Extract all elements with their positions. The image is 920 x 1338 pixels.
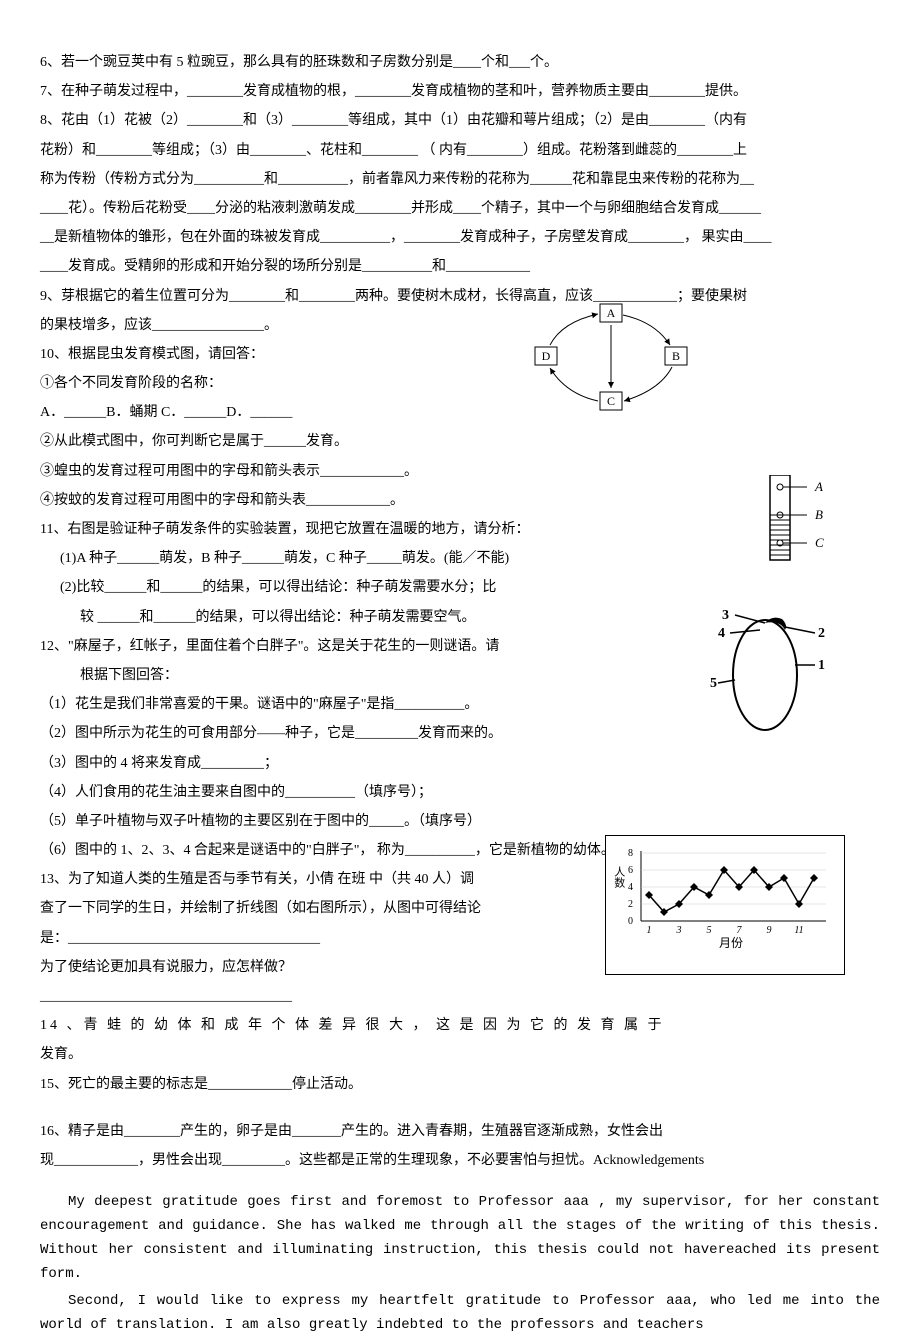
- q12-5: （5）单子叶植物与双子叶植物的主要区别在于图中的_____。（填序号）: [40, 809, 880, 834]
- q12-4: （4）人们食用的花生油主要来自图中的__________（填序号）；: [40, 780, 880, 805]
- svg-text:3: 3: [722, 608, 729, 623]
- svg-text:B: B: [672, 349, 680, 363]
- svg-text:8: 8: [628, 848, 633, 859]
- svg-text:C: C: [815, 535, 824, 550]
- svg-text:4: 4: [628, 882, 633, 893]
- svg-text:5: 5: [710, 676, 717, 691]
- svg-text:D: D: [542, 349, 551, 363]
- q16-l1: 16、精子是由________产生的，卵子是由_______产生的。进入青春期，…: [40, 1119, 880, 1144]
- q8-line6: ____发育成。受精卵的形成和开始分裂的场所分别是__________和____…: [40, 254, 880, 279]
- q8-line1: 8、花由（1）花被（2）________和（3）________等组成，其中（1…: [40, 108, 880, 133]
- peanut-seed-diagram: 2 1 3 4 5: [710, 605, 830, 745]
- q15: 15、死亡的最主要的标志是____________停止活动。: [40, 1072, 880, 1097]
- svg-text:C: C: [607, 394, 615, 408]
- svg-text:B: B: [815, 507, 823, 522]
- q10-4: ④按蚊的发育过程可用图中的字母和箭头表____________。: [40, 488, 880, 513]
- q14-l2: 发育。: [40, 1042, 880, 1067]
- q12-3: （3）图中的 4 将来发育成_________；: [40, 751, 880, 776]
- q14-l1: 14 、青 蛙 的 幼 体 和 成 年 个 体 差 异 很 大 ， 这 是 因 …: [40, 1013, 880, 1038]
- svg-text:月份: 月份: [719, 936, 743, 950]
- acknowledgements-p2: Second, I would like to express my heart…: [40, 1290, 880, 1338]
- svg-text:3: 3: [676, 925, 682, 936]
- birthday-line-chart: 人数 8 6 4 2 0 1 3 5 7: [605, 835, 845, 975]
- svg-text:2: 2: [628, 899, 633, 910]
- svg-text:7: 7: [737, 925, 743, 936]
- q9-line1: 9、芽根据它的着生位置可分为________和________两种。要使树木成材…: [40, 284, 880, 309]
- q8-line3: 称为传粉（传粉方式分为__________和__________，前者靠风力来传…: [40, 167, 880, 192]
- q11-2: (2)比较______和______的结果，可以得出结论：种子萌发需要水分；比: [40, 575, 880, 600]
- q9-line2: 的果枝增多，应该________________。: [40, 313, 880, 338]
- q6: 6、若一个豌豆荚中有 5 粒豌豆，那么具有的胚珠数和子房数分别是____个和__…: [40, 50, 880, 75]
- svg-text:A: A: [607, 306, 616, 320]
- svg-text:9: 9: [767, 925, 772, 936]
- svg-text:4: 4: [718, 626, 725, 641]
- q8-line5: __是新植物体的雏形，包在外面的珠被发育成__________，________…: [40, 225, 880, 250]
- svg-text:2: 2: [818, 626, 825, 641]
- svg-text:11: 11: [794, 925, 803, 936]
- q16-l2: 现____________，男性会出现_________。这些都是正常的生理现象…: [40, 1148, 880, 1173]
- svg-text:0: 0: [628, 916, 633, 927]
- q10: 10、根据昆虫发育模式图，请回答：: [40, 342, 880, 367]
- worksheet-content: 6、若一个豌豆荚中有 5 粒豌豆，那么具有的胚珠数和子房数分别是____个和__…: [40, 50, 880, 1338]
- q10-2: ②从此模式图中，你可判断它是属于______发育。: [40, 429, 880, 454]
- q13-l5: ____________________________________: [40, 984, 880, 1009]
- seed-germination-diagram: A B C: [765, 475, 825, 565]
- q10-3: ③蝗虫的发育过程可用图中的字母和箭头表示____________。: [40, 459, 880, 484]
- q10-1: ①各个不同发育阶段的名称：: [40, 371, 880, 396]
- acknowledgements-p1: My deepest gratitude goes first and fore…: [40, 1191, 880, 1286]
- q8-line4: ____花）。传粉后花粉受____分泌的粘液刺激萌发成________并形成__…: [40, 196, 880, 221]
- insect-cycle-diagram: A B C D: [520, 302, 700, 422]
- q10-1a: A．______B．蛹期 C．______D．______: [40, 400, 880, 425]
- svg-text:5: 5: [707, 925, 712, 936]
- svg-text:1: 1: [647, 925, 652, 936]
- q7: 7、在种子萌发过程中，________发育成植物的根，________发育成植物…: [40, 79, 880, 104]
- q11: 11、右图是验证种子萌发条件的实验装置，现把它放置在温暖的地方，请分析：: [40, 517, 880, 542]
- svg-text:A: A: [814, 479, 823, 494]
- q11-1: (1)A 种子______萌发，B 种子______萌发，C 种子_____萌发…: [40, 546, 880, 571]
- svg-text:1: 1: [818, 658, 825, 673]
- q8-line2: 花粉）和________等组成；（3）由________、花柱和________…: [40, 138, 880, 163]
- chart-ylabel: 人数: [608, 866, 628, 888]
- svg-text:6: 6: [628, 865, 633, 876]
